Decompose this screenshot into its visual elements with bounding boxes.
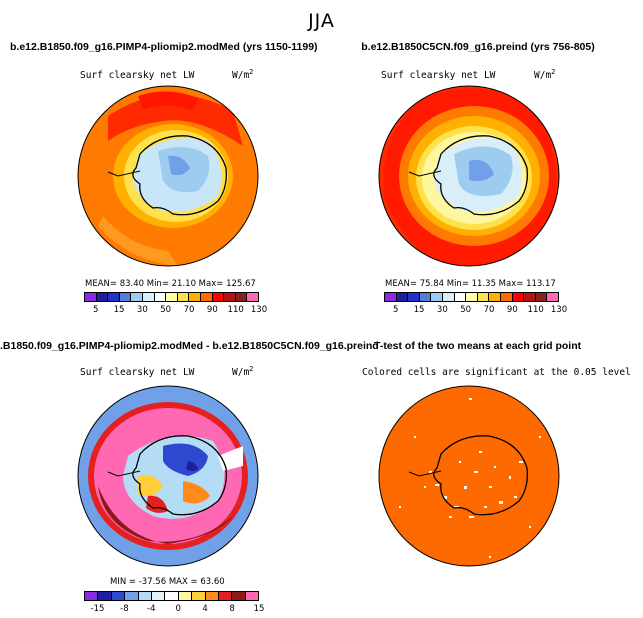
season-title: JJA	[308, 10, 335, 32]
panel-1-colorbar-swatch	[142, 293, 155, 301]
panel-1-title: b.e12.B1850.f09_g16.PIMP4-pliomip2.modMe…	[10, 41, 318, 53]
panel-1-colorbar-swatch	[200, 293, 213, 301]
panel-2-colorbar-tick-label: 90	[506, 305, 518, 315]
panel-2-colorbar-swatch	[535, 293, 548, 301]
panel-3-colorbar	[84, 591, 259, 601]
panel-2-stats: MEAN= 75.84 Min= 11.35 Max= 113.17	[385, 279, 556, 289]
panel-2-colorbar-swatch	[489, 293, 501, 301]
panel-1-colorbar-swatch	[235, 293, 248, 301]
panel-1-colorbar-swatch	[85, 293, 97, 301]
panel-3-colorbar-ticks: -15 -8 -4 0 4 8 15	[84, 604, 265, 616]
panel-3-variable: Surf clearsky net LW	[80, 367, 195, 378]
panel-1-colorbar-swatch	[177, 293, 190, 301]
panel-3-colorbar-swatch	[178, 592, 193, 600]
panel-1-colorbar-swatch	[96, 293, 109, 301]
panel-2-colorbar-swatch	[431, 293, 443, 301]
panel-3-colorbar-swatch	[151, 592, 166, 600]
panel-1-colorbar-tick-label: 70	[183, 305, 195, 315]
panel-3-stats: MIN = -37.56 MAX = 63.60	[110, 577, 225, 587]
panel-3-colorbar-swatch	[85, 592, 99, 600]
panel-2-colorbar-tick-label: 50	[460, 305, 472, 315]
panel-1-stats: MEAN= 83.40 Min= 21.10 Max= 125.67	[85, 279, 256, 289]
panel-1-colorbar-tick-label: 90	[206, 305, 218, 315]
panel-3-colorbar-tick-label: -4	[147, 604, 156, 614]
panel-2-colorbar-swatch	[524, 293, 536, 301]
panel-2-map	[378, 85, 560, 267]
panel-2-variable: Surf clearsky net LW	[381, 70, 496, 81]
panel-2-colorbar-tick-label: 110	[527, 305, 544, 315]
panel-3-colorbar-tick-label: 15	[253, 604, 265, 614]
panel-1-colorbar-swatch	[154, 293, 167, 301]
panel-3-colorbar-swatch	[111, 592, 126, 600]
panel-1-colorbar-swatch	[166, 293, 178, 301]
panel-4-title: T-test of the two means at each grid poi…	[374, 340, 582, 352]
panel-1-colorbar-swatch	[131, 293, 143, 301]
panel-3-colorbar-tick-label: 4	[202, 604, 208, 614]
panel-1-colorbar-tick-label: 30	[136, 305, 148, 315]
panel-1-colorbar-swatch	[119, 293, 132, 301]
panel-3-colorbar-swatch	[125, 592, 139, 600]
panel-1-colorbar-tick-label: 5	[92, 305, 99, 315]
panel-2-colorbar-tick-label: 130	[550, 305, 568, 315]
panel-2-title: b.e12.B1850C5CN.f09_g16.preind (yrs 756-…	[361, 41, 595, 53]
panel-3-colorbar-swatch	[218, 592, 233, 600]
panel-3-colorbar-tick-label: -8	[120, 604, 129, 614]
panel-2-colorbar-tick-label: 30	[436, 305, 448, 315]
panel-2-colorbar-tick-label: 15	[413, 305, 425, 315]
panel-1-colorbar-swatch	[224, 293, 236, 301]
panel-2-colorbar-swatch	[512, 293, 525, 301]
panel-1-variable: Surf clearsky net LW	[80, 70, 195, 81]
panel-3-colorbar-tick-label: 0	[175, 604, 181, 614]
panel-2-colorbar-ticks: 5 15 30 50 70 90 110 130	[384, 305, 567, 317]
panel-1-colorbar-tick-label: 130	[250, 305, 268, 315]
panel-2-colorbar-swatch	[408, 293, 420, 301]
panel-3-colorbar-swatch	[192, 592, 206, 600]
panel-3-colorbar-swatch	[138, 592, 152, 600]
panel-3-colorbar-tick-label: 8	[229, 604, 235, 614]
panel-1-colorbar-tick-label: 15	[113, 305, 125, 315]
panel-3-colorbar-swatch	[205, 592, 219, 600]
panel-2-colorbar-swatch	[547, 293, 558, 301]
panel-1-colorbar-ticks: 5 15 30 50 70 90 110 130	[84, 305, 267, 317]
panel-2-colorbar-tick-label: 70	[483, 305, 495, 315]
panel-1-colorbar-swatch	[108, 293, 120, 301]
panel-1-colorbar	[84, 292, 259, 302]
panel-1-colorbar-swatch	[212, 293, 225, 301]
panel-2-colorbar-swatch	[454, 293, 467, 301]
panel-1-map	[77, 85, 259, 267]
panel-2-colorbar-swatch	[419, 293, 432, 301]
panel-2-colorbar-swatch	[500, 293, 513, 301]
panel-4-map	[378, 385, 560, 567]
panel-3-title: .B1850.f09_g16.PIMP4-pliomip2.modMed - b…	[0, 340, 379, 352]
panel-2-colorbar-swatch	[442, 293, 455, 301]
panel-2-colorbar-swatch	[396, 293, 409, 301]
panel-3-colorbar-tick-label: -15	[90, 604, 105, 614]
panel-3-map	[77, 385, 259, 567]
panel-1-colorbar-swatch	[247, 293, 258, 301]
panel-3-colorbar-swatch	[232, 592, 246, 600]
panel-1-colorbar-tick-label: 50	[160, 305, 172, 315]
panel-2-colorbar-tick-label: 5	[392, 305, 399, 315]
panel-3-colorbar-swatch	[245, 592, 259, 600]
panel-3-colorbar-swatch	[98, 592, 112, 600]
panel-2-colorbar-swatch	[466, 293, 478, 301]
panel-1-colorbar-tick-label: 110	[227, 305, 244, 315]
panel-3-units: W/m2	[232, 365, 254, 379]
panel-3-colorbar-swatch	[165, 592, 179, 600]
panel-2-colorbar-swatch	[477, 293, 490, 301]
panel-1-units: W/m2	[232, 68, 254, 82]
panel-4-subtitle: Colored cells are significant at the 0.0…	[362, 367, 631, 378]
panel-2-colorbar	[384, 292, 559, 302]
panel-2-colorbar-swatch	[385, 293, 397, 301]
panel-2-units: W/m2	[534, 68, 556, 82]
panel-1-colorbar-swatch	[189, 293, 201, 301]
